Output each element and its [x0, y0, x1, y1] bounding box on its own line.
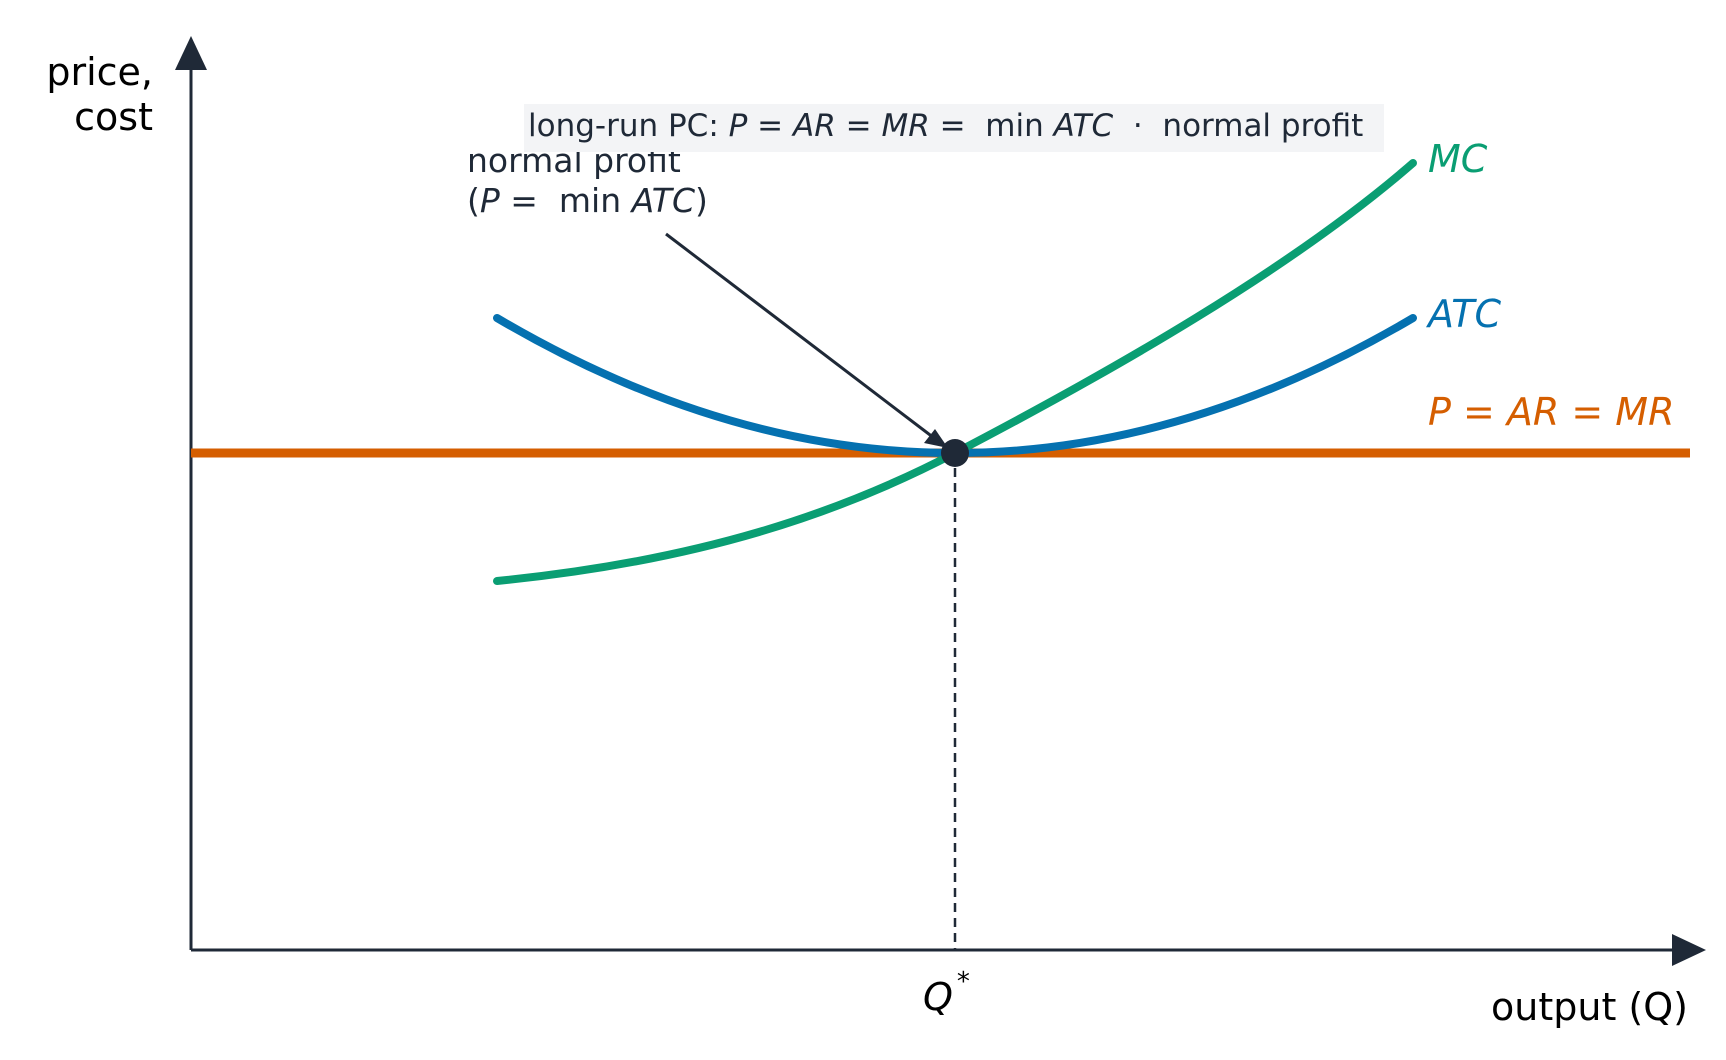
banner-text: long-run PC: P = AR = MR = min ATC · nor…	[528, 108, 1363, 144]
atc-label: ATC	[1425, 292, 1501, 336]
annotation-p: P	[480, 181, 500, 220]
banner-p: P	[729, 108, 748, 144]
qstar-label: Q *	[923, 967, 970, 1019]
y-axis-arrow-icon	[175, 36, 207, 70]
annotation-open-paren: (	[467, 181, 480, 220]
atc-curve	[493, 314, 1417, 458]
y-axis-label-line1: price,	[46, 50, 153, 94]
price-line-label: P = AR = MR	[1428, 390, 1675, 434]
banner-suffix: · normal profit	[1113, 108, 1363, 144]
banner-atc: ATC	[1052, 108, 1114, 144]
banner-prefix: long-run PC:	[528, 108, 729, 144]
banner-ar: AR	[791, 108, 836, 144]
banner-eq1: =	[747, 108, 793, 144]
annotation-arrow-head-icon	[924, 429, 948, 448]
qstar-letter: Q	[923, 975, 953, 1019]
annotation-line2: (P = min ATC)	[467, 181, 708, 220]
annotation-arrow-line	[665, 232, 939, 443]
annotation-atc: ATC	[630, 181, 695, 220]
annotation-close-paren: )	[695, 181, 708, 220]
banner-eq3: = min	[930, 108, 1054, 144]
mc-label: MC	[1428, 137, 1488, 181]
qstar-superscript: *	[957, 967, 970, 997]
x-axis-label: output (Q)	[1491, 985, 1688, 1029]
banner-eq2: =	[836, 108, 882, 144]
y-axis-label-line2: cost	[74, 95, 153, 139]
annotation-min: = min	[500, 181, 632, 220]
x-axis-arrow-icon	[1672, 934, 1706, 966]
banner-mr: MR	[881, 108, 929, 144]
banner-background	[524, 104, 1384, 152]
equilibrium-point	[941, 439, 969, 467]
